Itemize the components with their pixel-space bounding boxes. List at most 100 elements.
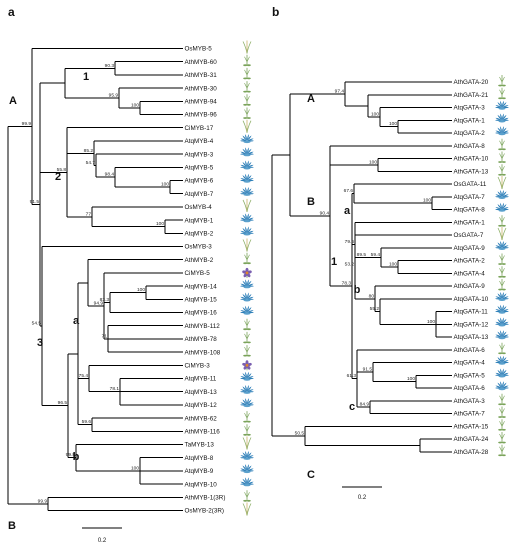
bootstrap-label: 71: [102, 333, 108, 339]
clade-label: A: [307, 93, 315, 105]
bootstrap-label: 91.5: [363, 367, 373, 373]
panel-label-b: b: [272, 5, 279, 19]
arabidopsis-plant-icon: [243, 490, 251, 502]
blue-succulent-icon: [495, 317, 509, 327]
arabidopsis-plant-icon: [243, 424, 251, 436]
blue-succulent-icon: [240, 160, 254, 170]
arabidopsis-plant-icon: [243, 345, 251, 357]
blue-succulent-icon: [495, 355, 509, 365]
blue-succulent-icon: [240, 186, 254, 196]
bootstrap-label: 100: [156, 221, 164, 227]
clade-label: c: [349, 401, 355, 413]
leaf-label: AtqGATA-10: [454, 296, 489, 303]
leaf-label: AthMYB-31: [185, 72, 218, 79]
clade-label: a: [73, 315, 80, 327]
leaf-label: AtqMYB-11: [185, 376, 217, 383]
leaf-label: AthGATA-9: [454, 283, 486, 290]
bootstrap-label: 94.9: [94, 300, 104, 306]
leaf-label: OsGATA-7: [454, 232, 484, 239]
leaf-label: AtqMYB-1: [185, 217, 214, 224]
blue-succulent-icon: [240, 450, 254, 460]
leaf-label: AthGATA-24: [454, 436, 489, 443]
clade-label: C: [307, 469, 315, 481]
leaf-label: AtqGATA-12: [454, 321, 489, 328]
blue-succulent-icon: [495, 291, 509, 301]
leaf-label: AtqGATA-4: [454, 360, 486, 367]
bootstrap-label: 54.7: [86, 160, 96, 166]
arabidopsis-plant-icon: [498, 432, 506, 444]
bootstrap-label: 83.3: [100, 297, 110, 303]
scale-bar-label-b: 0.2: [358, 495, 367, 501]
bootstrap-label: 50.5: [295, 430, 305, 436]
bootstrap-label: 95.9: [109, 93, 119, 99]
leaf-label: AtqMYB-4: [185, 138, 214, 145]
bootstrap-label: 91.5: [30, 199, 40, 205]
blue-succulent-icon: [240, 213, 254, 223]
panel-label-a: a: [8, 5, 15, 19]
bootstrap-label: 77: [86, 211, 92, 217]
flower-plant-icon: [242, 267, 252, 278]
bootstrap-label: 55.2: [370, 306, 380, 312]
leaf-label: AthMYB-116: [185, 429, 221, 436]
leaf-label: AthMYB-96: [185, 112, 218, 119]
clade-label: 1: [331, 256, 337, 268]
blue-succulent-icon: [240, 464, 254, 474]
leaf-label: AtqMYB-2: [185, 231, 214, 238]
arabidopsis-plant-icon: [498, 87, 506, 100]
leaf-label: AtqMYB-14: [185, 283, 218, 290]
leaf-label: CiMYB-3: [185, 363, 211, 370]
bootstrap-label: 99.8: [66, 452, 76, 458]
blue-succulent-icon: [495, 113, 509, 123]
leaf-label: AthMYB-62: [185, 415, 218, 422]
arabidopsis-plant-icon: [498, 444, 506, 457]
bootstrap-label: 55.8: [57, 167, 67, 173]
flower-plant-icon: [242, 360, 252, 371]
leaf-label: AthGATA-21: [454, 92, 489, 99]
arabidopsis-plant-icon: [498, 266, 506, 278]
blue-succulent-icon: [240, 305, 254, 315]
grass-plant-icon: [242, 198, 252, 212]
blue-succulent-icon: [240, 134, 254, 144]
bootstrap-label: 100: [161, 182, 169, 188]
bootstrap-label: 97.4: [335, 88, 345, 94]
leaf-label: CiMYB-5: [185, 270, 211, 277]
bootstrap-label: 53.2: [345, 261, 355, 267]
leaf-label: AthGATA-28: [454, 449, 489, 456]
clade-label: a: [344, 205, 351, 217]
clade-label: 1: [83, 71, 89, 83]
bootstrap-label: 84.9: [360, 402, 370, 408]
leaf-label: OsMYB-5: [185, 46, 213, 53]
blue-succulent-icon: [495, 330, 509, 340]
arabidopsis-plant-icon: [243, 252, 251, 265]
arabidopsis-plant-icon: [498, 393, 506, 406]
leaf-label: AthGATA-10: [454, 156, 489, 163]
leaf-label: AtqGATA-11: [454, 309, 489, 316]
bootstrap-label: 90.4: [320, 210, 330, 216]
arabidopsis-plant-icon: [243, 67, 251, 80]
blue-succulent-icon: [240, 226, 254, 236]
clade-label: B: [307, 196, 315, 208]
leaf-label: AthMYB-30: [185, 85, 218, 92]
arabidopsis-plant-icon: [498, 253, 506, 265]
arabidopsis-plant-icon: [243, 54, 251, 67]
leaf-label: AtqGATA-13: [454, 334, 489, 341]
leaf-label: AthMYB-2: [185, 257, 214, 264]
blue-succulent-icon: [495, 202, 509, 212]
arabidopsis-plant-icon: [498, 164, 506, 176]
blue-succulent-icon: [240, 477, 254, 487]
blue-succulent-icon: [240, 279, 254, 289]
leaf-label: AtqMYB-8: [185, 455, 214, 462]
arabidopsis-plant-icon: [243, 318, 251, 331]
blue-succulent-icon: [240, 384, 254, 394]
clade-label: A: [9, 95, 17, 107]
bootstrap-label: 85.2: [84, 148, 94, 154]
leaf-label: AthGATA-1: [454, 219, 486, 226]
leaf-label: AthMYB-60: [185, 59, 218, 66]
arabidopsis-plant-icon: [498, 151, 506, 163]
bootstrap-label: 100: [389, 261, 397, 267]
leaf-label: AthGATA-6: [454, 347, 486, 354]
leaf-label: AtqMYB-16: [185, 310, 218, 317]
arabidopsis-plant-icon: [243, 411, 251, 423]
